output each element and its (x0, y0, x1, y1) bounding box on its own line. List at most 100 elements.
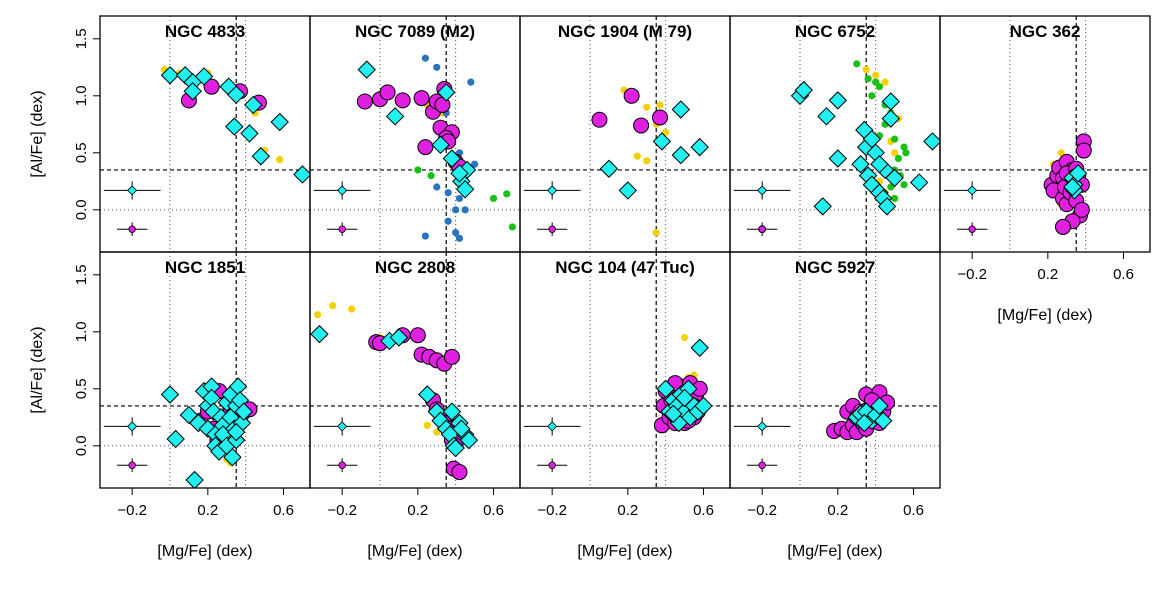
x-tick-label: −0.2 (117, 502, 147, 519)
panel: NGC 1851 0.0 0.5 1.0 1.5 −0.2 0.2 0.6 (73, 251, 311, 519)
magenta-point (417, 139, 434, 156)
cyan-point (694, 396, 713, 416)
yellow-point (313, 311, 322, 319)
magenta-point (443, 348, 460, 365)
cyan-point (431, 135, 450, 155)
cyan-point (828, 91, 848, 110)
cyan-point (885, 168, 904, 188)
cyan-point (817, 107, 836, 126)
cyan-point (828, 149, 848, 168)
panel-frame (519, 251, 731, 489)
error-bar-marker (757, 421, 768, 432)
cyan-point (909, 173, 929, 192)
blue-point (452, 229, 460, 237)
cyan-point (675, 388, 694, 408)
cyan-point (1063, 177, 1082, 197)
yellow-point (643, 103, 651, 111)
blue-point (452, 206, 460, 214)
cyan-point (923, 132, 940, 151)
cyan-point (671, 100, 691, 119)
x-axis-label-panel-1: [Mg/Fe] (dex) (157, 543, 252, 560)
cyan-point (442, 149, 462, 168)
cyan-point (437, 83, 456, 102)
x-tick-label: 0.2 (827, 502, 848, 519)
yellow-point (652, 229, 660, 237)
error-bar-marker (968, 225, 976, 233)
cyan-point (877, 197, 897, 216)
data-points (758, 60, 940, 234)
green-point (414, 166, 422, 174)
magenta-point (633, 117, 650, 134)
cyan-point (251, 147, 271, 166)
error-bar-marker (337, 185, 348, 196)
panel: NGC 7089 (M2) (309, 15, 521, 253)
error-bar-marker (547, 421, 558, 432)
y-tick-label: 0.0 (73, 199, 90, 220)
cyan-point (855, 413, 874, 433)
error-bar-marker (548, 225, 556, 233)
yellow-point (862, 65, 870, 74)
yellow-point (433, 428, 441, 436)
cyan-point (270, 112, 289, 132)
cyan-point (234, 402, 253, 421)
green-point (900, 181, 908, 189)
green-point (894, 154, 902, 163)
magenta-point (1075, 142, 1092, 159)
green-point (887, 183, 895, 191)
panel: NGC 6752 (729, 15, 941, 253)
cyan-point (244, 95, 263, 115)
magenta-point (379, 84, 396, 101)
cyan-point (870, 155, 889, 174)
cyan-point (227, 85, 246, 104)
blue-point (455, 234, 464, 242)
panel-title: NGC 1904 (M 79) (558, 22, 692, 41)
panel-title: NGC 104 (47 Tuc) (555, 258, 695, 277)
x-axis-label-panel-2: [Mg/Fe] (dex) (367, 543, 462, 560)
data-points (826, 384, 896, 441)
error-bar-marker (758, 225, 766, 233)
blue-point (433, 183, 441, 191)
x-tick-label: −0.2 (747, 502, 777, 519)
magenta-point (1073, 201, 1090, 218)
panel: NGC 362 −0.2 0.2 0.6 (939, 15, 1151, 283)
green-point (508, 223, 517, 231)
panel-title: NGC 4833 (165, 22, 245, 41)
magenta-point (413, 90, 430, 107)
green-point (900, 143, 908, 151)
magenta-point (203, 78, 220, 95)
panel: NGC 2808 −0.2 0.2 0.6 (309, 251, 521, 519)
error-bar-marker (547, 185, 558, 196)
cyan-point (851, 155, 870, 174)
yellow-point (329, 301, 337, 310)
x-tick-label: 0.2 (197, 502, 218, 519)
x-axis-label-panel-4: [Mg/Fe] (dex) (787, 543, 882, 560)
cyan-point (183, 82, 202, 101)
panel-frame (309, 15, 521, 253)
cyan-point (450, 164, 469, 183)
magenta-point (394, 92, 411, 109)
x-tick-label: 0.2 (1037, 266, 1058, 283)
y-tick-label: 1.5 (73, 28, 90, 49)
magenta-point (623, 87, 640, 104)
yellow-point (633, 152, 641, 160)
yellow-point (423, 421, 431, 429)
error-bar-marker (338, 225, 346, 233)
error-bar-marker (128, 225, 136, 233)
cyan-point (446, 438, 465, 458)
data-points (160, 377, 258, 488)
panel-frame (99, 251, 311, 489)
cyan-point (794, 80, 813, 100)
magenta-point (1054, 218, 1071, 235)
cyan-point (293, 165, 310, 184)
data-points (160, 65, 310, 184)
blue-point (470, 160, 479, 168)
yellow-point (643, 157, 651, 165)
cyan-point (310, 324, 329, 344)
yellow-point (1057, 149, 1065, 157)
yellow-point (890, 149, 899, 157)
cyan-point (1068, 164, 1088, 183)
cyan-point (227, 422, 246, 442)
green-point (503, 190, 511, 198)
magenta-point (652, 109, 668, 126)
